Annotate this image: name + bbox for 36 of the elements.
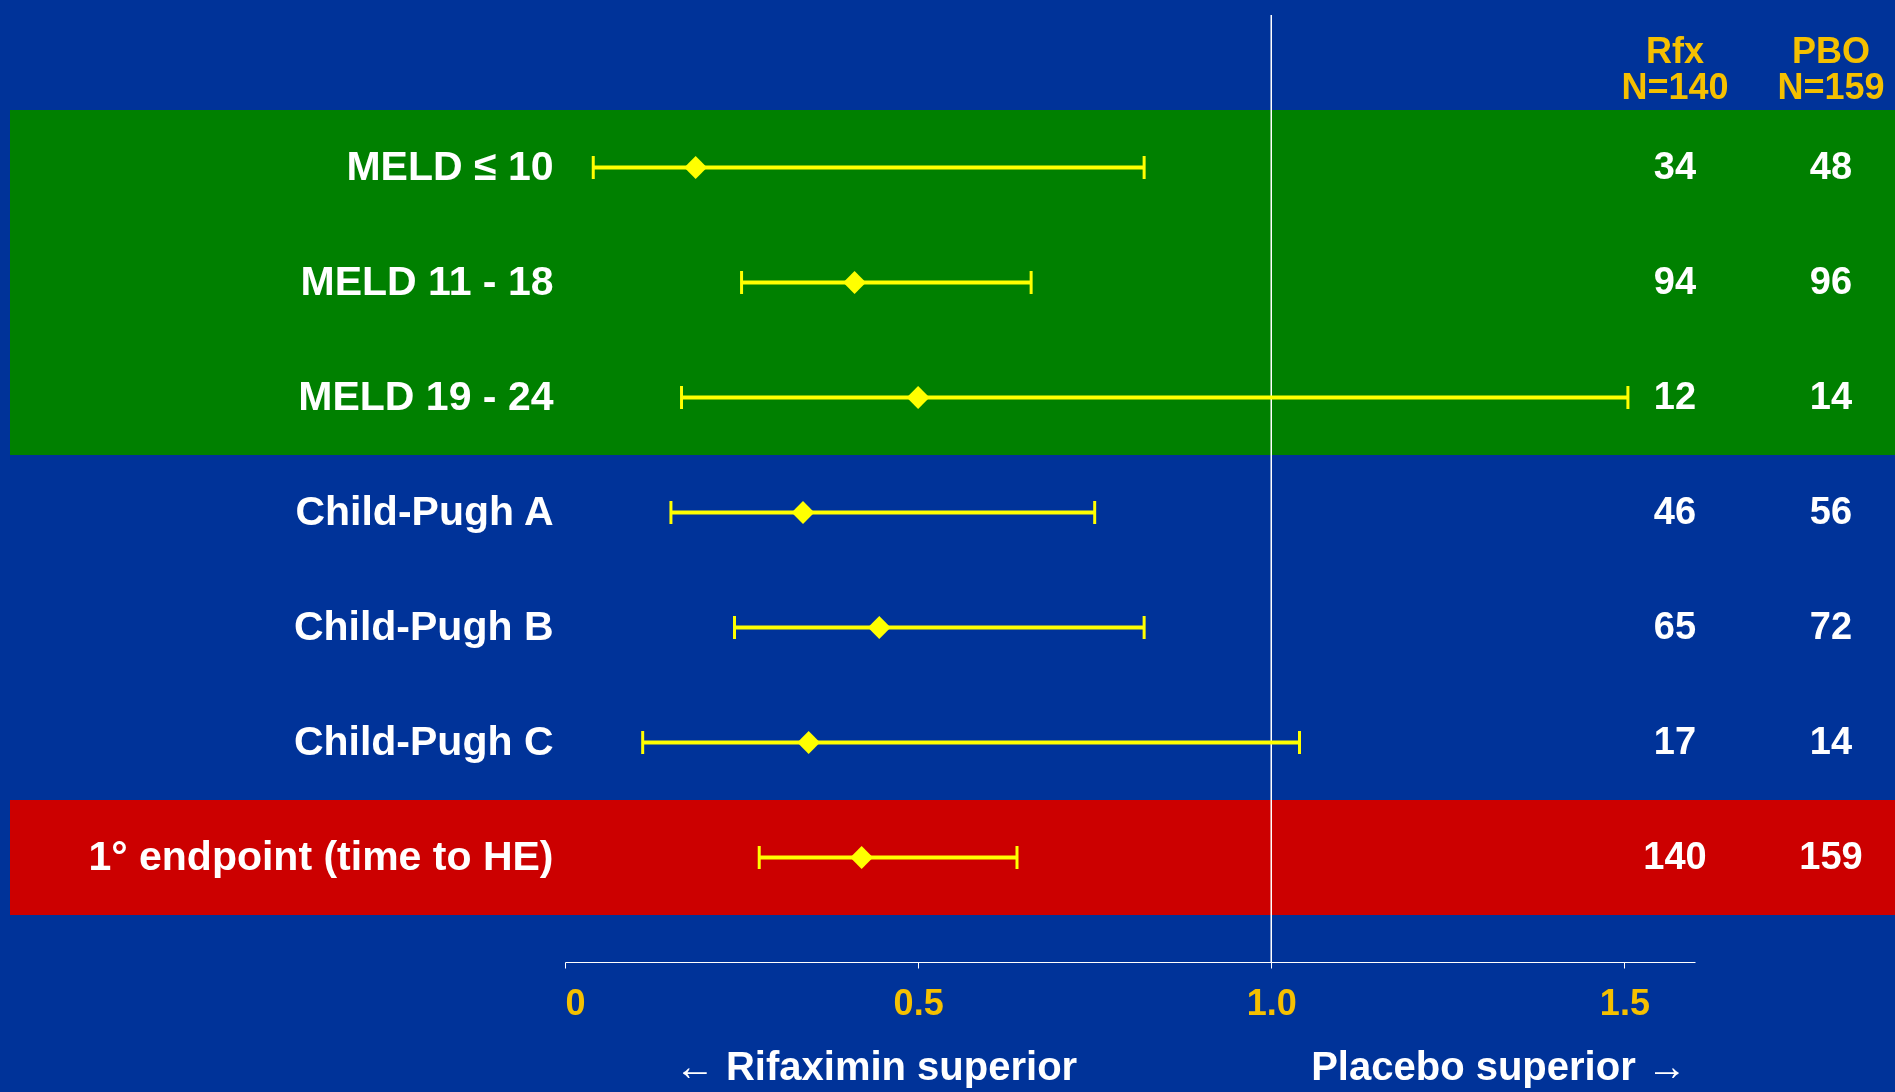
y-tick-label: MELD 19 - 24 — [298, 372, 554, 419]
point — [797, 731, 821, 754]
point — [850, 846, 874, 869]
point — [867, 616, 891, 639]
annotation: 65 — [1653, 604, 1697, 647]
text: 14 — [1809, 719, 1853, 762]
point — [843, 271, 866, 294]
y-tick-label: MELD 11 - 18 — [300, 257, 554, 304]
annotation: Rfx N=140 — [1621, 30, 1729, 107]
annotation: 140 — [1643, 834, 1707, 877]
x-tick-label: 0 — [565, 981, 586, 1023]
x-tick-label: 1.5 — [1599, 981, 1650, 1023]
text: 96 — [1809, 259, 1853, 302]
text: 14 — [1809, 374, 1853, 417]
point — [906, 386, 930, 409]
y-tick-label: Child-Pugh A — [295, 487, 554, 534]
text: 159 — [1799, 834, 1863, 877]
y-tick-label: 1° endpoint (time to HE) — [88, 832, 554, 879]
text: 56 — [1809, 489, 1853, 532]
point — [791, 501, 815, 524]
text: ← Rifaximin superior — [674, 1044, 1078, 1088]
text: PBO N=159 — [1777, 30, 1885, 107]
annotation: 46 — [1653, 489, 1697, 532]
annotation: 12 — [1653, 374, 1697, 417]
x-tick-label: 0.5 — [893, 981, 944, 1023]
text: Placebo superior → — [1311, 1044, 1687, 1088]
annotation: 17 — [1653, 719, 1697, 762]
x-tick-label: 1.0 — [1246, 981, 1297, 1023]
text: 72 — [1809, 604, 1853, 647]
y-tick-label: Child-Pugh C — [293, 717, 554, 764]
annotation: 94 — [1653, 259, 1697, 302]
y-tick-label: Child-Pugh B — [293, 602, 554, 649]
y-tick-label: MELD ≤ 10 — [346, 142, 554, 189]
text: 48 — [1809, 144, 1853, 187]
annotation: 34 — [1653, 144, 1697, 187]
point — [684, 156, 708, 179]
